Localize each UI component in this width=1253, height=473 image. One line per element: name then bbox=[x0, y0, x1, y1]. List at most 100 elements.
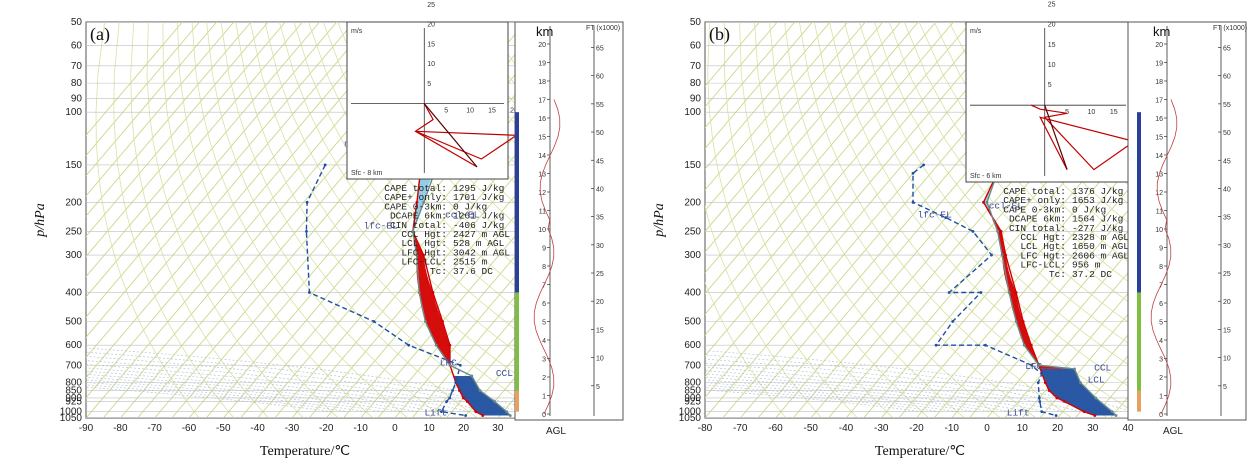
index-value: -406 J/kg bbox=[453, 220, 504, 231]
skewt-panel-a: ccl-ELlfc-ELLFCCCLLiftm50607080901001502… bbox=[33, 2, 624, 459]
km-tick-label: 6 bbox=[542, 301, 546, 308]
isotherm-line bbox=[705, 22, 778, 108]
index-value: 0 J/kg bbox=[453, 201, 487, 212]
index-label: LFC-LCL: bbox=[401, 257, 447, 268]
isotherm-line bbox=[1039, 313, 1128, 418]
ft-tick-label: 35 bbox=[1223, 215, 1231, 222]
pressure-tick-label: 100 bbox=[65, 107, 82, 118]
index-label: CCL Hgt: bbox=[401, 229, 447, 240]
dewpoint-line-point bbox=[307, 291, 311, 294]
moist-adiabat bbox=[705, 376, 1011, 413]
pressure-tick-label: 50 bbox=[690, 17, 702, 28]
isotherm-line bbox=[86, 22, 286, 258]
index-label: LFC Hgt: bbox=[1020, 250, 1066, 261]
index-value: 1295 J/kg bbox=[453, 183, 504, 194]
pressure-tick-label: 70 bbox=[71, 61, 83, 72]
dry-adiabat bbox=[162, 22, 339, 418]
isotherm-line bbox=[343, 215, 515, 418]
temperature-line-point bbox=[1082, 410, 1086, 414]
temperature-line-point bbox=[431, 291, 435, 294]
dewpoint-line-point bbox=[944, 216, 948, 220]
km-tick-label: 15 bbox=[1155, 135, 1163, 142]
isotherm-line bbox=[916, 168, 1128, 418]
temperature-tick-label: 10 bbox=[1017, 423, 1029, 434]
hodograph-layer-label: Sfc - 6 km bbox=[970, 173, 1002, 180]
annotation-label: ccl-EL bbox=[989, 201, 1024, 212]
isotherm-line bbox=[308, 175, 515, 418]
temperature-tick-label: -60 bbox=[768, 423, 783, 434]
pressure-tick-label: 200 bbox=[684, 197, 701, 208]
parcel-line-point bbox=[1079, 381, 1082, 385]
strip-segment bbox=[1137, 390, 1141, 412]
dry-adiabat bbox=[293, 22, 515, 330]
hodograph-tick-label: 15 bbox=[1110, 109, 1118, 116]
strip-segment bbox=[515, 112, 519, 293]
panel-label: (b) bbox=[709, 24, 730, 45]
hodograph-tick-label: 20 bbox=[510, 108, 518, 115]
hodograph-tick-label: 15 bbox=[427, 41, 435, 48]
isotherm-line bbox=[291, 154, 515, 418]
dry-adiabat bbox=[963, 22, 1128, 224]
isotherm-line bbox=[705, 22, 937, 295]
parcel-line-point bbox=[1094, 396, 1098, 400]
pressure-tick-label: 1000 bbox=[679, 407, 702, 418]
parcel-line-point bbox=[493, 400, 497, 403]
parcel-line-point bbox=[424, 320, 427, 323]
parcel-line-point bbox=[508, 414, 512, 417]
km-tick-label: 1 bbox=[1159, 394, 1163, 401]
temperature-tick-label: -60 bbox=[182, 423, 197, 434]
pressure-tick-label: 90 bbox=[71, 93, 83, 104]
isotherm-line bbox=[86, 22, 269, 238]
isotherm-line bbox=[969, 230, 1128, 418]
dry-adiabat bbox=[146, 22, 304, 418]
ft-tick-label: 50 bbox=[1223, 130, 1231, 137]
ft-tick-label: 20 bbox=[596, 299, 604, 306]
parcel-line-point bbox=[1000, 253, 1004, 257]
ft-tick-label: 65 bbox=[596, 45, 604, 52]
ft-tick-label: 25 bbox=[1223, 271, 1231, 278]
ft-tick-label: 10 bbox=[596, 356, 604, 363]
strip-segment bbox=[1137, 112, 1141, 293]
dewpoint-line-point bbox=[1040, 410, 1044, 414]
km-tick-label: 9 bbox=[542, 246, 546, 253]
dry-adiabat bbox=[191, 22, 409, 418]
index-label: LFC Hgt: bbox=[401, 247, 447, 258]
parcel-line-point bbox=[411, 229, 415, 233]
dewpoint-line-point bbox=[971, 229, 975, 233]
ft-tick-label: 25 bbox=[596, 271, 604, 278]
index-label: DCAPE 6km: bbox=[390, 211, 447, 222]
pressure-tick-label: 900 bbox=[684, 393, 701, 404]
pressure-tick-label: 80 bbox=[690, 78, 702, 89]
dry-adiabat bbox=[739, 22, 930, 418]
dewpoint-line-point bbox=[1036, 381, 1040, 385]
index-value: 1650 m AGL bbox=[1072, 241, 1129, 252]
km-tick-label: 9 bbox=[1159, 246, 1163, 253]
isotherm-line bbox=[240, 94, 515, 418]
temperature-line-point bbox=[462, 396, 465, 400]
temperature-tick-label: 0 bbox=[392, 423, 398, 434]
index-label: CIN total: bbox=[1009, 223, 1066, 234]
temperature-line-point bbox=[474, 410, 478, 414]
index-value: 2606 m AGL bbox=[1072, 250, 1129, 261]
index-label: CAPE total: bbox=[1003, 186, 1066, 197]
temperature-tick-label: -20 bbox=[319, 423, 334, 434]
parcel-line bbox=[412, 112, 511, 416]
isotherm-line bbox=[1057, 334, 1128, 418]
parcel-line-point bbox=[478, 389, 482, 392]
isotherm-line bbox=[360, 235, 515, 418]
ft-tick-label: 15 bbox=[1223, 327, 1231, 334]
isotherm-line bbox=[705, 22, 884, 233]
ft-tick-label: 35 bbox=[596, 215, 604, 222]
pressure-tick-label: 700 bbox=[684, 360, 701, 371]
km-tick-label: 19 bbox=[1155, 61, 1163, 68]
moist-adiabat bbox=[86, 370, 435, 413]
pressure-tick-label: 925 bbox=[65, 397, 82, 408]
dewpoint-line-point bbox=[911, 171, 915, 175]
km-tick-label: 7 bbox=[1159, 283, 1163, 290]
ft-tick-label: 40 bbox=[1223, 186, 1231, 193]
dewpoint-line-point bbox=[990, 253, 993, 257]
isotherm-line bbox=[86, 22, 372, 359]
km-tick-label: 4 bbox=[542, 338, 546, 345]
hodograph-arrow bbox=[423, 103, 478, 168]
